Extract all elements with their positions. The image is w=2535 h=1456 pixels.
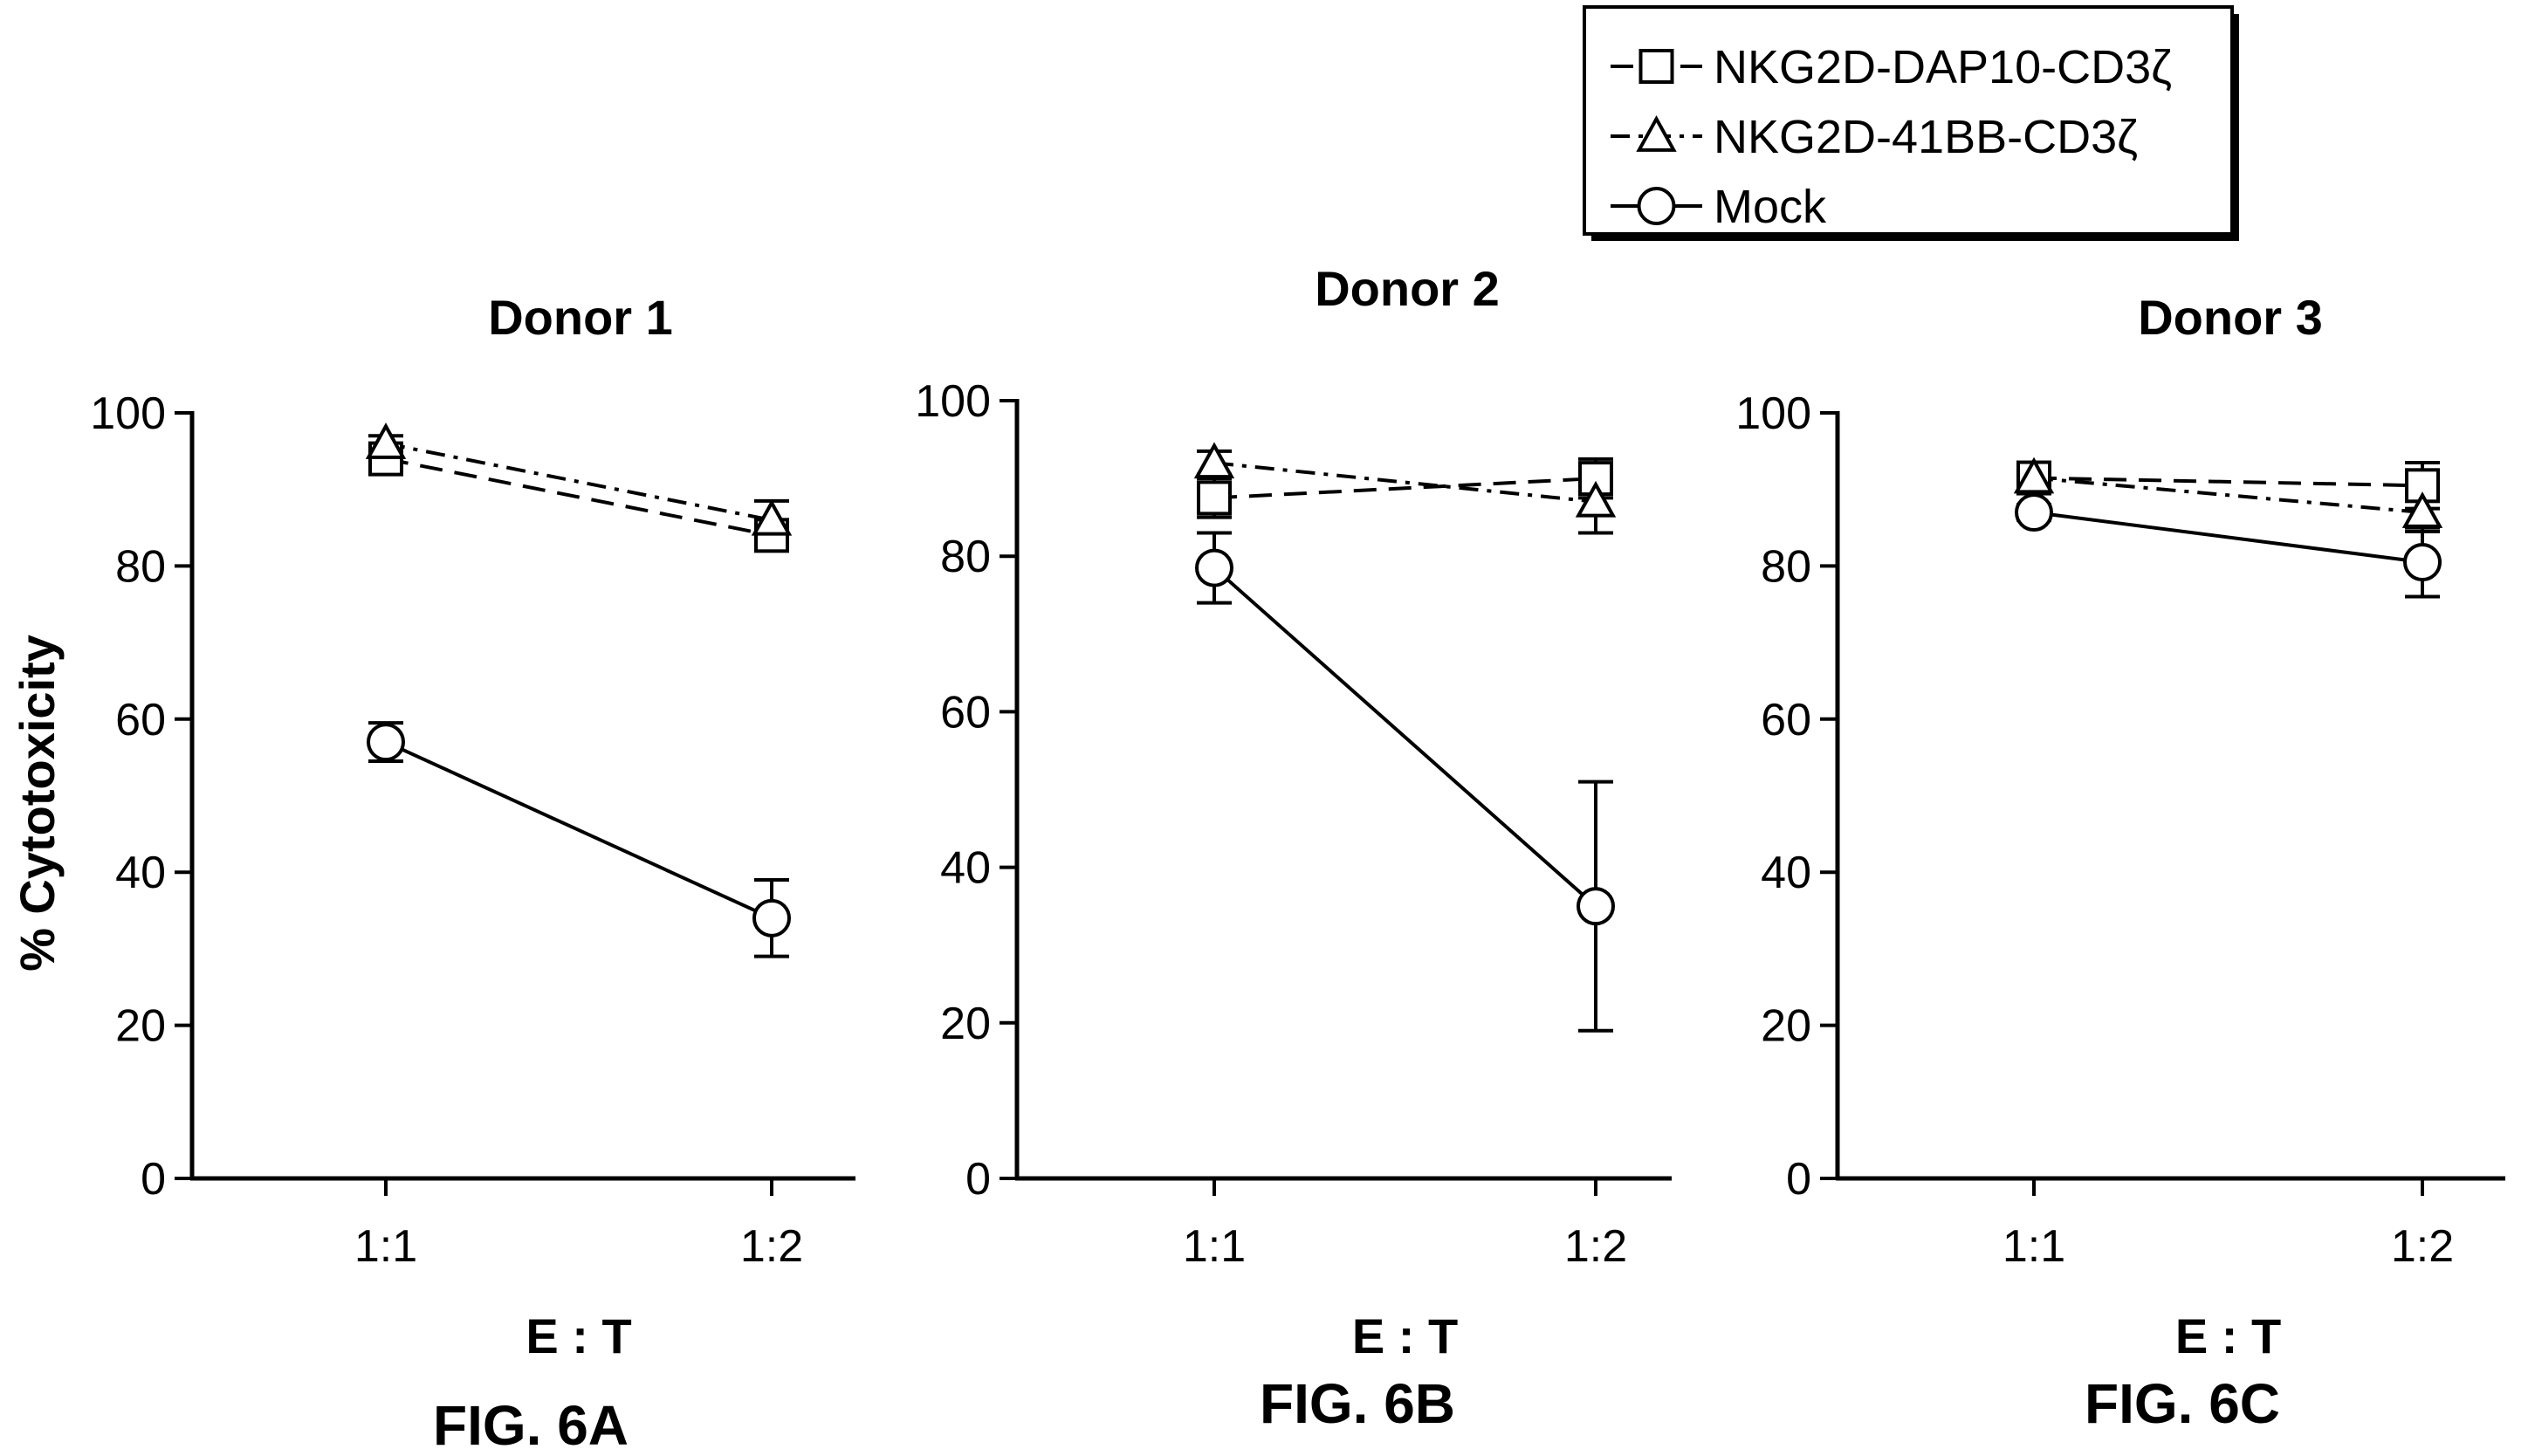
x-tick-label: 1:2 <box>1564 1221 1627 1272</box>
y-tick-label: 0 <box>965 1154 991 1205</box>
markers-mock <box>367 723 791 937</box>
markers-nkg2d-41bb-cd3 <box>2013 457 2443 528</box>
markers-mock <box>1195 548 1615 926</box>
series-nkg2d-41bb-cd3 <box>368 434 789 541</box>
legend-label: Mock <box>1714 181 1827 233</box>
data-point-square <box>1197 480 1232 516</box>
series-mock <box>1197 531 1613 1033</box>
legend: NKG2D-DAP10-CD3ζ NKG2D-41BB-CD3ζ Mock <box>1583 5 2239 241</box>
data-point-triangle <box>1575 480 1617 518</box>
series-line <box>1213 567 1597 908</box>
series-line <box>385 740 773 920</box>
data-point-circle <box>2403 543 2442 582</box>
panel-title: Donor 2 <box>1315 261 1500 316</box>
panel-3: Donor 3 0 20 40 60 80 100 1:1 1:2 E : T FIG. 6C <box>1735 290 2505 1435</box>
y-tick-label: 0 <box>141 1154 166 1205</box>
data-point-triangle <box>365 422 407 459</box>
figure-label: FIG. 6C <box>2085 1372 2280 1435</box>
series-line <box>2033 476 2423 515</box>
y-tick-label: 20 <box>115 1001 166 1052</box>
x-tick-label: 1:2 <box>740 1221 803 1272</box>
y-tick-label: 60 <box>115 695 166 745</box>
legend-marker-triangle <box>1636 115 1677 152</box>
y-tick-label: 100 <box>915 376 991 427</box>
data-point-triangle <box>2401 491 2443 528</box>
series-line <box>385 442 773 522</box>
data-point-circle <box>1577 887 1615 926</box>
data-point-triangle <box>2013 457 2055 494</box>
y-axis-label: % Cytotoxicity <box>10 635 65 972</box>
x-axis-label: E : T <box>1352 1308 1458 1363</box>
panel-1: Donor 1 0 20 40 60 80 100 1:1 1:2 E : T FIG. 6A <box>90 290 855 1456</box>
y-tick-label: 20 <box>1761 1001 1811 1052</box>
legend-marker-square <box>1638 49 1674 84</box>
series-line <box>2033 476 2423 488</box>
series-nkg2d-dap10-cd3 <box>2016 461 2440 511</box>
y-tick-label: 40 <box>940 843 991 894</box>
data-point-triangle <box>751 498 793 536</box>
data-point-circle <box>752 898 791 937</box>
data-point-triangle <box>1193 442 1235 479</box>
panel-title: Donor 3 <box>2138 290 2323 345</box>
x-axis-label: E : T <box>526 1308 631 1363</box>
figure-label: FIG. 6A <box>433 1394 629 1456</box>
legend-label: NKG2D-41BB-CD3ζ <box>1714 111 2138 163</box>
series-nkg2d-dap10-cd3 <box>368 449 789 546</box>
y-tick-label: 100 <box>90 388 166 439</box>
x-tick-label: 1:1 <box>2003 1221 2065 1272</box>
y-tick-label: 80 <box>115 541 166 592</box>
y-tick-label: 20 <box>940 999 991 1049</box>
series-mock <box>368 721 789 958</box>
markers-nkg2d-41bb-cd3 <box>365 422 793 536</box>
legend-label: NKG2D-DAP10-CD3ζ <box>1714 41 2172 93</box>
markers-mock <box>2015 493 2442 582</box>
x-tick-label: 1:1 <box>1183 1221 1246 1272</box>
legend-box <box>1583 5 2234 236</box>
data-point-circle <box>2015 493 2053 532</box>
x-tick-label: 1:1 <box>354 1221 417 1272</box>
y-tick-label: 0 <box>1786 1154 1811 1205</box>
x-axis-label: E : T <box>2175 1308 2281 1363</box>
series-line <box>2033 511 2423 564</box>
y-tick-label: 80 <box>940 532 991 582</box>
series-line <box>1213 477 1597 500</box>
series-nkg2d-41bb-cd3 <box>1197 449 1613 535</box>
x-tick-label: 1:2 <box>2391 1221 2454 1272</box>
legend-marker-circle <box>1637 187 1676 225</box>
y-tick-label: 40 <box>1761 848 1811 898</box>
markers-nkg2d-41bb-cd3 <box>1193 442 1617 518</box>
y-tick-label: 100 <box>1735 388 1811 439</box>
data-point-circle <box>367 723 405 762</box>
figure-label: FIG. 6B <box>1260 1372 1455 1435</box>
series-line <box>385 457 773 538</box>
y-tick-label: 80 <box>1761 541 1811 592</box>
data-point-circle <box>1195 548 1233 587</box>
series-mock <box>2016 503 2440 599</box>
y-tick-label: 40 <box>115 848 166 898</box>
panel-2: Donor 2 0 20 40 60 80 100 1:1 1:2 E : T FIG. 6B <box>915 261 1672 1435</box>
y-tick-label: 60 <box>1761 695 1811 745</box>
panel-title: Donor 1 <box>488 290 673 345</box>
y-tick-label: 60 <box>940 687 991 738</box>
